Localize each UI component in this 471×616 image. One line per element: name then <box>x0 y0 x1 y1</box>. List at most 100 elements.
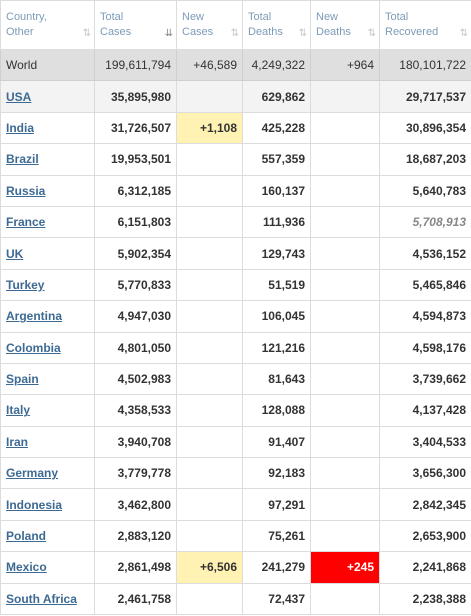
country-link[interactable]: France <box>6 215 46 230</box>
new-deaths-cell <box>310 488 380 521</box>
country-name: UK <box>0 237 95 270</box>
new-deaths-cell <box>310 111 380 145</box>
total-recovered-cell: 2,241,868 <box>379 551 471 584</box>
new-cases-cell <box>176 331 243 364</box>
country-link[interactable]: USA <box>6 89 32 104</box>
new-deaths-cell <box>310 237 380 270</box>
table-row: India 31,726,507 +1,108 425,228 30,896,354 <box>0 111 471 145</box>
new-cases-cell <box>176 268 243 302</box>
total-recovered-cell: 5,640,783 <box>379 174 471 207</box>
country-link[interactable]: Russia <box>6 183 46 198</box>
country-link[interactable]: Turkey <box>6 277 45 292</box>
table-header-row: Country, Other ⇅ Total Cases ⇊ New Cases… <box>0 0 471 50</box>
country-link[interactable]: Italy <box>6 403 31 418</box>
header-new-deaths[interactable]: New Deaths ⇅ <box>310 0 380 50</box>
total-recovered-cell: 3,739,662 <box>379 362 471 396</box>
total-recovered-cell: 5,708,913 <box>379 205 471 239</box>
new-cases-cell <box>176 362 243 396</box>
header-label-line2: Deaths <box>248 26 283 38</box>
header-country[interactable]: Country, Other ⇅ <box>0 0 95 50</box>
header-label-line1: Total <box>385 11 409 23</box>
country-link[interactable]: Mexico <box>6 560 47 575</box>
total-recovered-cell: 18,687,203 <box>379 143 471 176</box>
country-name: Poland <box>0 519 95 553</box>
table-row: UK 5,902,354 129,743 4,536,152 <box>0 237 471 270</box>
country-name: South Africa <box>0 582 95 616</box>
total-deaths-cell: 160,137 <box>242 174 311 207</box>
country-name: Italy <box>0 394 95 427</box>
country-link[interactable]: Brazil <box>6 152 39 167</box>
header-label-line2: Recovered <box>385 26 439 38</box>
table-row: Poland 2,883,120 75,261 2,653,900 <box>0 519 471 553</box>
total-deaths-cell: 106,045 <box>242 300 311 333</box>
total-recovered-cell: 4,137,428 <box>379 394 471 427</box>
total-recovered-cell: 2,238,388 <box>379 582 471 616</box>
sort-arrows-icon[interactable]: ⇅ <box>230 28 239 39</box>
header-label-line1: Total <box>100 11 124 23</box>
new-deaths-cell <box>310 519 380 553</box>
country-link[interactable]: Argentina <box>6 309 63 324</box>
total-deaths-cell: 81,643 <box>242 362 311 396</box>
total-cases-cell: 5,770,833 <box>94 268 177 302</box>
total-cases-cell: 19,953,501 <box>94 143 177 176</box>
new-cases-cell: +46,589 <box>176 48 243 82</box>
new-deaths-cell <box>310 174 380 207</box>
country-name: World <box>0 48 95 82</box>
header-label-line1: Country, <box>6 11 47 23</box>
sort-arrows-icon[interactable]: ⇅ <box>459 28 468 39</box>
country-link[interactable]: India <box>6 120 35 135</box>
new-cases-cell <box>176 582 243 616</box>
total-recovered-cell: 180,101,722 <box>379 48 471 82</box>
new-deaths-cell <box>310 331 380 364</box>
sort-arrows-icon[interactable]: ⇅ <box>298 28 307 39</box>
header-total-recovered[interactable]: Total Recovered ⇅ <box>379 0 471 50</box>
header-label-line1: Total <box>248 11 272 23</box>
country-link[interactable]: Iran <box>6 434 29 449</box>
country-link[interactable]: Germany <box>6 466 59 481</box>
table-row: Indonesia 3,462,800 97,291 2,842,345 <box>0 488 471 521</box>
header-total-deaths[interactable]: Total Deaths ⇅ <box>242 0 311 50</box>
country-name: Colombia <box>0 331 95 364</box>
new-cases-cell: +6,506 <box>176 551 243 584</box>
sort-arrows-icon[interactable]: ⇅ <box>367 28 376 39</box>
sort-descending-icon[interactable]: ⇊ <box>164 28 173 39</box>
country-name: Brazil <box>0 143 95 176</box>
sort-arrows-icon[interactable]: ⇅ <box>82 28 91 39</box>
total-recovered-cell: 3,404,533 <box>379 425 471 459</box>
country-name: Mexico <box>0 551 95 584</box>
total-cases-cell: 3,779,778 <box>94 457 177 490</box>
country-link[interactable]: Poland <box>6 529 47 544</box>
table-row: Germany 3,779,778 92,183 3,656,300 <box>0 457 471 490</box>
new-cases-cell <box>176 143 243 176</box>
total-cases-cell: 5,902,354 <box>94 237 177 270</box>
new-cases-cell <box>176 394 243 427</box>
header-new-cases[interactable]: New Cases ⇅ <box>176 0 243 50</box>
country-link[interactable]: Spain <box>6 372 39 387</box>
country-link[interactable]: Indonesia <box>6 497 63 512</box>
country-name: Argentina <box>0 300 95 333</box>
total-deaths-cell: 557,359 <box>242 143 311 176</box>
new-deaths-cell <box>310 425 380 459</box>
total-cases-cell: 3,940,708 <box>94 425 177 459</box>
table-row: France 6,151,803 111,936 5,708,913 <box>0 205 471 239</box>
table-row: Brazil 19,953,501 557,359 18,687,203 <box>0 143 471 176</box>
total-cases-cell: 4,502,983 <box>94 362 177 396</box>
new-cases-cell: +1,108 <box>176 111 243 145</box>
header-total-cases[interactable]: Total Cases ⇊ <box>94 0 177 50</box>
total-cases-cell: 4,947,030 <box>94 300 177 333</box>
total-deaths-cell: 121,216 <box>242 331 311 364</box>
total-deaths-cell: 97,291 <box>242 488 311 521</box>
country-link[interactable]: Colombia <box>6 340 61 355</box>
total-recovered-cell: 29,717,537 <box>379 80 471 113</box>
total-deaths-cell: 75,261 <box>242 519 311 553</box>
new-deaths-cell <box>310 362 380 396</box>
country-link[interactable]: UK <box>6 246 24 261</box>
table-row: Turkey 5,770,833 51,519 5,465,846 <box>0 268 471 302</box>
total-deaths-cell: 241,279 <box>242 551 311 584</box>
table-row: Spain 4,502,983 81,643 3,739,662 <box>0 362 471 396</box>
country-link[interactable]: South Africa <box>6 591 77 606</box>
total-recovered-cell: 2,653,900 <box>379 519 471 553</box>
new-cases-cell <box>176 300 243 333</box>
table-row: South Africa 2,461,758 72,437 2,238,388 <box>0 582 471 616</box>
